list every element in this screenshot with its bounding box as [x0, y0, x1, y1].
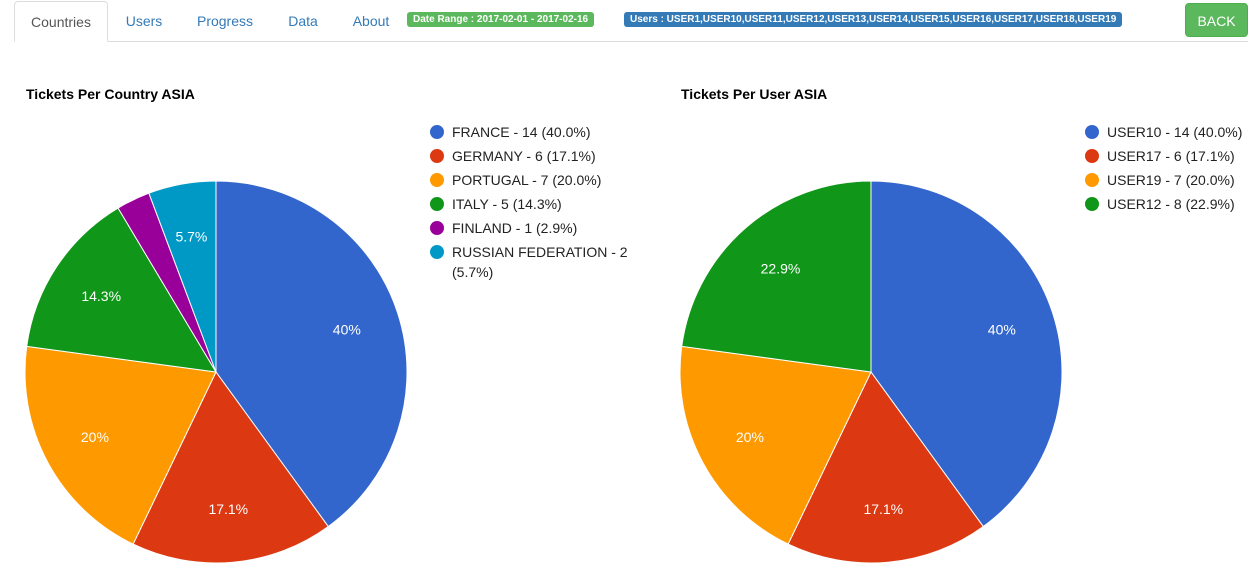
slice-label-italy: 14.3%: [81, 288, 121, 304]
legend-label: FINLAND - 1 (2.9%): [452, 220, 578, 236]
legend-label: PORTUGAL - 7 (20.0%): [452, 172, 602, 188]
legend-item-finland[interactable]: FINLAND - 1 (2.9%): [430, 216, 650, 240]
tab-progress[interactable]: Progress: [196, 13, 254, 29]
legend-label: USER10 - 14 (40.0%): [1107, 124, 1243, 140]
tab-countries[interactable]: Countries: [14, 1, 108, 42]
legend-label: FRANCE - 14 (40.0%): [452, 124, 591, 140]
legend-item-portugal[interactable]: PORTUGAL - 7 (20.0%): [430, 168, 650, 192]
slice-label-russian-federation: 5.7%: [175, 229, 207, 245]
users-badge: Users : USER1,USER10,USER11,USER12,USER1…: [624, 12, 1123, 27]
date-range-badge: Date Range : 2017-02-01 - 2017-02-16: [407, 12, 595, 27]
legend-label: USER17 - 6 (17.1%): [1107, 148, 1235, 164]
pie-slice-user17[interactable]: [787, 371, 984, 564]
slice-label-user12: 22.9%: [761, 260, 801, 276]
pie-slice-germany[interactable]: [132, 371, 329, 564]
legend-swatch: [430, 125, 444, 139]
legend-item-user17[interactable]: USER17 - 6 (17.1%): [1085, 144, 1255, 168]
legend-swatch: [1085, 149, 1099, 163]
pie-slice-russian-federation[interactable]: [148, 180, 217, 373]
legend-item-user12[interactable]: USER12 - 8 (22.9%): [1085, 192, 1255, 216]
pie-slice-italy[interactable]: [26, 207, 217, 373]
legend-label: ITALY - 5 (14.3%): [452, 196, 562, 212]
legend-item-user19[interactable]: USER19 - 7 (20.0%): [1085, 168, 1255, 192]
legend-swatch: [1085, 197, 1099, 211]
chart-title-country: Tickets Per Country ASIA: [26, 86, 195, 102]
legend-item-russian-federation[interactable]: RUSSIAN FEDERATION - 2 (5.7%): [430, 240, 650, 282]
legend-swatch: [1085, 125, 1099, 139]
legend-label: USER12 - 8 (22.9%): [1107, 196, 1235, 212]
tab-data[interactable]: Data: [288, 13, 318, 29]
pie-slice-france[interactable]: [215, 180, 408, 528]
country-legend: FRANCE - 14 (40.0%) GERMANY - 6 (17.1%) PO…: [430, 120, 650, 282]
legend-label: RUSSIAN FEDERATION - 2 (5.7%): [452, 244, 628, 280]
legend-swatch: [430, 173, 444, 187]
slice-label-portugal: 20%: [81, 429, 109, 445]
tab-users[interactable]: Users: [125, 13, 163, 29]
slice-label-user10: 40%: [988, 322, 1016, 338]
legend-swatch: [430, 197, 444, 211]
user-legend: USER10 - 14 (40.0%) USER17 - 6 (17.1%) USE…: [1085, 120, 1255, 216]
slice-label-user19: 20%: [736, 429, 764, 445]
tab-about[interactable]: About: [352, 13, 390, 29]
back-button[interactable]: BACK: [1185, 3, 1248, 37]
legend-swatch: [430, 149, 444, 163]
legend-swatch: [430, 221, 444, 235]
legend-swatch: [430, 245, 444, 259]
legend-item-france[interactable]: FRANCE - 14 (40.0%): [430, 120, 650, 144]
legend-item-user10[interactable]: USER10 - 14 (40.0%): [1085, 120, 1255, 144]
slice-label-germany: 17.1%: [208, 501, 248, 517]
top-nav: Countries Users Progress Data About Date…: [0, 0, 1260, 42]
legend-label: GERMANY - 6 (17.1%): [452, 148, 596, 164]
slice-label-france: 40%: [333, 322, 361, 338]
legend-item-italy[interactable]: ITALY - 5 (14.3%): [430, 192, 650, 216]
pie-slice-user10[interactable]: [870, 180, 1063, 528]
chart-title-user: Tickets Per User ASIA: [681, 86, 828, 102]
slice-label-user17: 17.1%: [863, 501, 903, 517]
pie-slice-portugal[interactable]: [24, 345, 217, 545]
legend-label: USER19 - 7 (20.0%): [1107, 172, 1235, 188]
pie-slice-user12[interactable]: [681, 180, 872, 373]
legend-item-germany[interactable]: GERMANY - 6 (17.1%): [430, 144, 650, 168]
legend-swatch: [1085, 173, 1099, 187]
pie-slice-user19[interactable]: [679, 345, 872, 545]
tab-divider: [14, 41, 1248, 42]
